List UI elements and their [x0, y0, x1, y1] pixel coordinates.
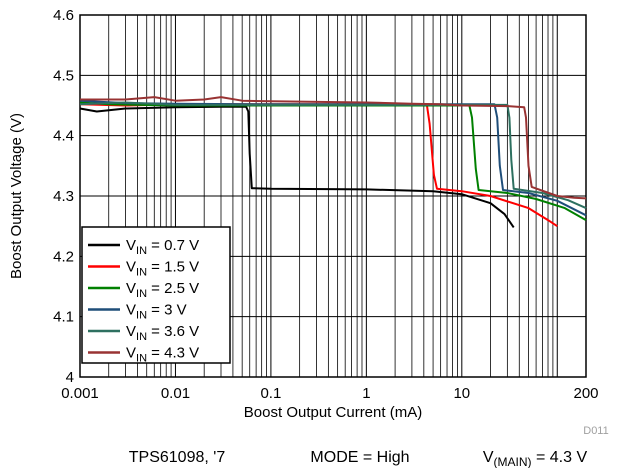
series-line-5: [79, 101, 587, 210]
legend-entry: VIN = 3 V: [126, 302, 187, 322]
y-tick-label: 4.5: [53, 67, 74, 84]
x-tick-label: 0.1: [260, 385, 281, 402]
caption-vmain: V(MAIN) = 4.3 V: [483, 449, 588, 468]
y-tick-label: 4.3: [53, 188, 74, 205]
y-tick-label: 4: [66, 369, 74, 386]
caption-vmain-sub: (MAIN): [494, 455, 532, 468]
legend-entry: VIN = 1.5 V: [126, 259, 199, 279]
series-line-1: [79, 105, 515, 228]
figure-code: D011: [583, 425, 608, 437]
x-tick-label: 0.01: [161, 385, 190, 402]
caption-device: TPS61098, '7: [129, 449, 226, 466]
plot-frame: [79, 14, 587, 378]
x-tick-label: 1: [362, 385, 370, 402]
y-axis-label: Boost Output Voltage (V): [8, 113, 25, 279]
y-tick-label: 4.2: [53, 248, 74, 265]
tick-labels: 0.001 0.01 0.1 1 10 200 4 4.1 4.2 4.3 4.4 4.5 4.6: [53, 7, 598, 402]
series-line-2: [79, 103, 558, 228]
x-tick-label: 200: [573, 385, 598, 402]
series-lines: [79, 96, 587, 228]
caption-mode: MODE = High: [310, 449, 409, 466]
caption-vmain-rest: = 4.3 V: [532, 449, 588, 466]
legend-box: [81, 226, 231, 364]
legend-entry: VIN = 2.5 V: [126, 280, 199, 300]
x-axis-label: Boost Output Current (mA): [244, 404, 422, 421]
legend-entry: VIN = 0.7 V: [126, 237, 199, 257]
series-line-6: [80, 96, 587, 200]
legend-entry: VIN = 4.3 V: [126, 345, 199, 365]
caption-vmain-base: V: [483, 449, 494, 466]
legend-entry: VIN = 3.6 V: [126, 323, 199, 343]
y-tick-label: 4.6: [53, 7, 74, 24]
y-tick-label: 4.4: [53, 128, 74, 145]
x-tick-label: 10: [453, 385, 470, 402]
y-tick-label: 4.1: [53, 309, 74, 326]
x-tick-label: 0.001: [61, 385, 99, 402]
